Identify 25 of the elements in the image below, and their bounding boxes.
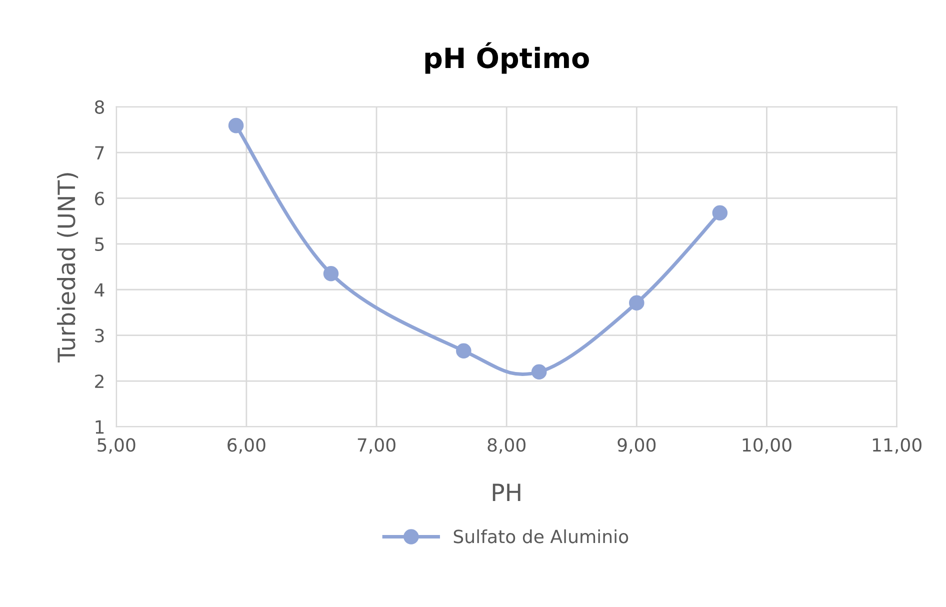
point [228, 118, 244, 134]
x-tick-label: 11,00 [872, 438, 922, 454]
point [712, 205, 728, 220]
y-tick-label: 7 [95, 146, 104, 160]
x-tick-label: 7,00 [358, 438, 396, 454]
x-axis-title: PH [492, 484, 520, 502]
point [531, 364, 547, 380]
x-tick-label: 10,00 [742, 438, 792, 454]
chart-title: pH Óptimo [425, 42, 589, 74]
x-tick-label: 6,00 [228, 438, 266, 454]
x-tick-label: 8,00 [488, 438, 526, 454]
point [323, 266, 339, 282]
y-tick-label: 1 [96, 420, 104, 434]
legend-label: Sulfato de Aluminio [454, 529, 628, 544]
point [629, 295, 644, 311]
y-tick-label: 5 [95, 238, 104, 252]
point [456, 343, 472, 358]
y-tick-label: 6 [95, 192, 104, 206]
x-tick-label: 9,00 [618, 438, 656, 454]
y-tick-label: 8 [94, 100, 104, 114]
y-tick-label: 4 [94, 283, 104, 296]
y-tick-label: 3 [95, 328, 104, 342]
y-axis-title: Turbiedad (UNT) [57, 173, 78, 363]
x-tick-label: 5,00 [98, 438, 136, 454]
y-tick-label: 2 [95, 374, 104, 388]
